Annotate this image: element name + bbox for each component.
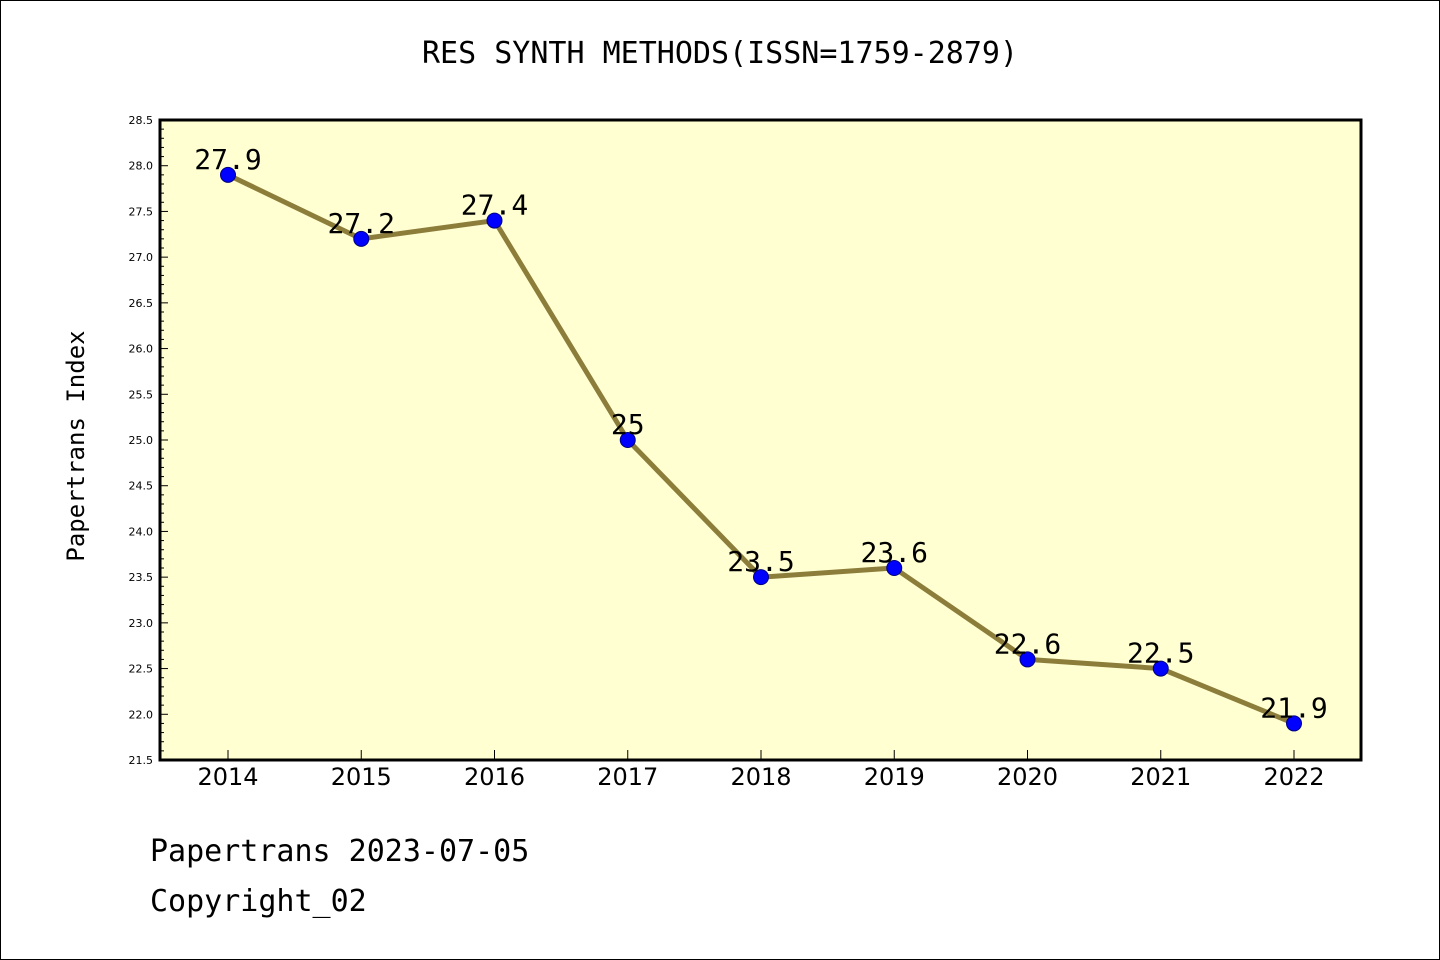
data-label: 22.6	[994, 627, 1061, 660]
data-label: 23.6	[861, 536, 928, 569]
y-tick-label: 21.5	[129, 754, 154, 767]
y-tick-label: 27.0	[129, 251, 154, 264]
data-point	[1152, 660, 1169, 677]
y-tick-label: 25.0	[129, 434, 154, 447]
y-tick-label: 26.0	[129, 343, 154, 356]
y-tick-label: 26.5	[129, 297, 154, 310]
data-label: 27.2	[328, 207, 395, 240]
footer-copyright-line: Copyright_02	[150, 884, 367, 919]
y-tick-label: 27.5	[129, 205, 154, 218]
y-tick-label: 23.5	[129, 571, 154, 584]
data-point	[619, 432, 636, 448]
data-point	[486, 212, 503, 229]
data-point	[353, 230, 370, 247]
data-label: 21.9	[1260, 691, 1327, 724]
data-point	[1286, 715, 1302, 732]
x-tick-label: 2015	[331, 763, 392, 791]
data-point	[753, 569, 769, 586]
x-tick-label: 2021	[1130, 763, 1191, 791]
plot-area	[160, 120, 1361, 760]
chart-title: RES SYNTH METHODS(ISSN=1759-2879)	[421, 36, 1019, 71]
y-tick-label: 28.5	[129, 114, 154, 127]
x-tick-label: 2020	[997, 763, 1058, 791]
x-tick-label: 2018	[730, 763, 791, 791]
data-point	[1019, 651, 1036, 668]
x-tick-label: 2017	[597, 763, 658, 791]
y-tick-label: 24.0	[129, 525, 154, 538]
data-label: 27.4	[461, 189, 528, 222]
y-tick-label: 22.5	[129, 663, 154, 676]
data-point	[886, 560, 903, 576]
y-tick-label: 28.0	[129, 160, 154, 173]
x-tick-label: 2016	[464, 763, 525, 791]
x-tick-label: 2014	[197, 763, 258, 791]
plot-frame	[158, 118, 1363, 762]
x-tick-label: 2022	[1263, 763, 1324, 791]
x-tick-label: 2019	[864, 763, 925, 791]
footer-date-line: Papertrans 2023-07-05	[150, 834, 530, 869]
data-label: 27.9	[194, 143, 261, 176]
y-tick-label: 25.5	[129, 388, 154, 401]
data-label: 23.5	[727, 545, 794, 578]
y-tick-label: 22.0	[129, 708, 154, 721]
data-label: 25	[611, 408, 645, 441]
data-point	[220, 166, 236, 183]
y-tick-label: 23.0	[129, 617, 154, 630]
data-label: 22.5	[1127, 637, 1194, 670]
y-tick-label: 24.5	[129, 480, 154, 493]
